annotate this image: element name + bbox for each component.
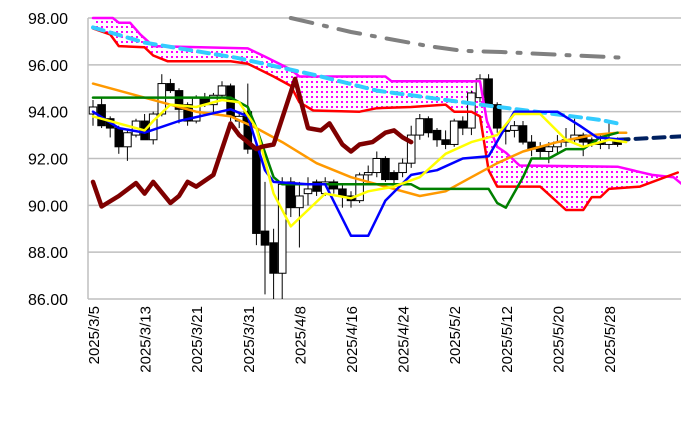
senkou-span-b-line xyxy=(91,16,681,186)
trend-projection-line xyxy=(288,16,629,60)
candle-body-up xyxy=(209,94,218,106)
candle-body-down xyxy=(338,188,347,197)
candle xyxy=(406,125,416,168)
candle xyxy=(398,158,407,178)
candle xyxy=(191,95,201,124)
y-tick-label: 92.00 xyxy=(28,152,68,169)
candle-body-up xyxy=(355,174,364,202)
chikou-span-line xyxy=(90,76,414,209)
candle xyxy=(312,179,321,196)
candle xyxy=(217,81,227,98)
candle xyxy=(277,177,287,299)
candle-body-up xyxy=(277,183,287,274)
ma-projection-line xyxy=(615,134,681,142)
candle-body-up xyxy=(510,125,519,131)
x-tick-label: 2025/5/12 xyxy=(499,306,516,373)
candle-body-up xyxy=(406,134,416,164)
candle xyxy=(252,146,261,246)
candle-body-down xyxy=(114,127,124,148)
candle-body-down xyxy=(458,120,468,129)
candle-body-down xyxy=(174,90,184,110)
x-tick-label: 2025/4/16 xyxy=(344,306,361,373)
candle xyxy=(372,151,382,178)
candle-body-down xyxy=(252,148,261,234)
candle xyxy=(97,97,106,129)
candle xyxy=(123,130,132,161)
candle-body-up xyxy=(398,162,407,174)
x-tick-label: 2025/4/24 xyxy=(396,306,413,373)
candle xyxy=(295,181,304,248)
x-tick-label: 2025/3/31 xyxy=(241,306,258,373)
candle-body-down xyxy=(183,104,192,122)
candle xyxy=(329,179,339,194)
y-tick-label: 98.00 xyxy=(28,11,68,28)
candle-body-down xyxy=(432,129,442,141)
candle xyxy=(484,74,493,107)
y-tick-label: 88.00 xyxy=(28,245,68,262)
candle-body-up xyxy=(372,158,382,174)
candle xyxy=(449,118,459,147)
y-axis-ticks: 86.00 88.00 90.00 92.00 94.00 96.00 98.00 xyxy=(28,11,68,309)
x-axis-ticks: 2025/3/5 2025/3/13 2025/3/21 2025/3/31 2025/… xyxy=(86,306,619,373)
x-tick-label: 2025/5/2 xyxy=(447,306,464,364)
x-tick-label: 2025/5/20 xyxy=(550,306,567,373)
moving-average-200-line xyxy=(91,25,620,126)
candle xyxy=(458,116,468,136)
candle-body-down xyxy=(381,158,390,181)
senkou-span-a-line xyxy=(91,27,680,212)
candle xyxy=(432,128,442,147)
candle xyxy=(535,142,545,159)
candle xyxy=(424,116,433,138)
x-tick-label: 2025/3/21 xyxy=(189,306,206,373)
candle-body-down xyxy=(286,181,296,209)
candle-body-up xyxy=(123,132,132,148)
candle xyxy=(303,177,313,206)
candle-body-up xyxy=(295,195,304,209)
y-tick-label: 90.00 xyxy=(28,198,68,215)
moving-average-75-line xyxy=(91,82,628,198)
candle xyxy=(260,181,270,295)
candle xyxy=(166,78,175,93)
candle xyxy=(441,130,450,150)
y-tick-label: 94.00 xyxy=(28,105,68,122)
y-tick-label: 96.00 xyxy=(28,58,68,75)
candle-body-up xyxy=(363,172,373,176)
candle xyxy=(510,121,519,138)
candle xyxy=(269,228,278,299)
moving-average-25-line xyxy=(91,98,628,228)
x-tick-label: 2025/4/8 xyxy=(292,306,309,364)
candle xyxy=(381,156,390,182)
y-tick-label: 86.00 xyxy=(28,292,68,309)
candle-body-down xyxy=(312,181,321,192)
candle xyxy=(518,121,528,145)
candle xyxy=(355,172,364,203)
candle-body-down xyxy=(269,242,278,274)
candle-body-down xyxy=(424,118,433,134)
tenkan-sen-line xyxy=(91,108,625,238)
candle-body-up xyxy=(449,120,459,145)
candle-body-up xyxy=(415,118,425,136)
candle-body-down xyxy=(484,78,493,106)
candle-body-up xyxy=(544,146,554,152)
candle xyxy=(114,125,124,154)
candle-body-down xyxy=(260,230,270,246)
candle xyxy=(363,165,373,182)
candle xyxy=(415,114,425,140)
candle-body-down xyxy=(518,125,528,143)
candle-body-up xyxy=(217,85,227,96)
candle xyxy=(527,135,536,157)
candle-body-down xyxy=(166,83,175,92)
x-tick-label: 2025/3/5 xyxy=(86,306,103,364)
candle-body-down xyxy=(492,104,502,129)
indicator-lines xyxy=(90,16,681,238)
candle-body-down xyxy=(389,172,399,181)
x-tick-label: 2025/5/28 xyxy=(602,306,619,373)
candle-body-up xyxy=(303,188,313,195)
x-tick-label: 2025/3/13 xyxy=(138,306,155,373)
candle-body-down xyxy=(441,139,450,145)
